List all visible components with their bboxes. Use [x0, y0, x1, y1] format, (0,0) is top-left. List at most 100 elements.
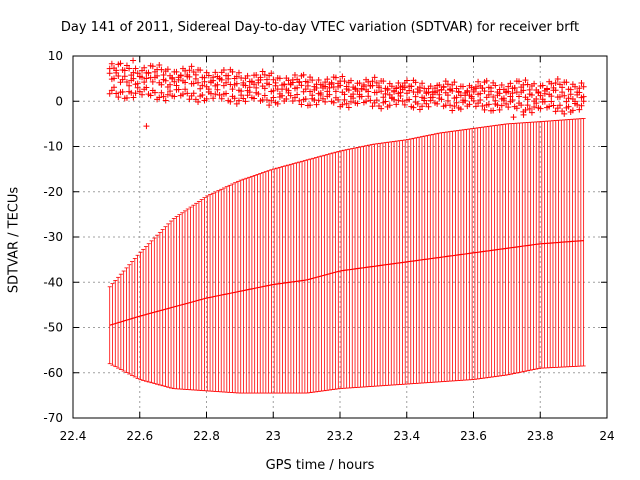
- data-point: [291, 71, 298, 78]
- data-point: [354, 87, 361, 94]
- data-point: [401, 101, 408, 108]
- data-point: [186, 73, 193, 80]
- data-point: [434, 100, 441, 107]
- data-point: [111, 84, 118, 91]
- data-point: [216, 92, 223, 99]
- data-point: [164, 91, 171, 98]
- data-point: [298, 101, 305, 108]
- data-point: [195, 98, 202, 105]
- data-point: [177, 72, 184, 79]
- data-point: [378, 88, 385, 95]
- data-point: [197, 85, 204, 92]
- data-point: [369, 82, 376, 89]
- data-point: [378, 105, 385, 112]
- data-point: [317, 91, 324, 98]
- data-point: [490, 93, 497, 100]
- grid-lines: [73, 56, 607, 418]
- data-point: [384, 86, 391, 93]
- data-point: [182, 67, 189, 74]
- x-tick-label: 22.4: [60, 429, 87, 443]
- data-point: [223, 79, 230, 86]
- data-point: [449, 88, 456, 95]
- data-point: [231, 95, 238, 102]
- data-point: [436, 81, 443, 88]
- data-point: [156, 94, 163, 101]
- data-point: [496, 106, 503, 113]
- data-point: [270, 94, 277, 101]
- data-point: [449, 107, 456, 114]
- data-point: [223, 90, 230, 97]
- y-tick-label: 0: [55, 94, 63, 108]
- data-point: [113, 69, 120, 76]
- data-point: [235, 97, 242, 104]
- data-point: [509, 96, 516, 103]
- data-point: [526, 105, 533, 112]
- data-point: [556, 102, 563, 109]
- data-point: [143, 75, 150, 82]
- data-point: [488, 88, 495, 95]
- data-point: [255, 91, 262, 98]
- data-point: [444, 81, 451, 88]
- data-point: [421, 97, 428, 104]
- data-point: [444, 92, 451, 99]
- data-point: [451, 79, 458, 86]
- data-point: [238, 92, 245, 99]
- data-point: [350, 95, 357, 102]
- data-point: [201, 78, 208, 85]
- data-point: [324, 88, 331, 95]
- data-point: [496, 90, 503, 97]
- data-point: [300, 71, 307, 78]
- data-point: [319, 95, 326, 102]
- data-point: [141, 79, 148, 86]
- data-point: [263, 96, 270, 103]
- data-point: [207, 90, 214, 97]
- data-point: [365, 93, 372, 100]
- data-point: [470, 97, 477, 104]
- data-point: [516, 93, 523, 100]
- data-point: [179, 91, 186, 98]
- data-point: [113, 90, 120, 97]
- data-point: [490, 107, 497, 114]
- data-point: [261, 71, 268, 78]
- data-point: [552, 80, 559, 87]
- data-point: [233, 80, 240, 87]
- data-point: [315, 97, 322, 104]
- data-point: [524, 96, 531, 103]
- data-point: [416, 106, 423, 113]
- data-point: [199, 82, 206, 89]
- data-point: [123, 94, 130, 101]
- data-point: [212, 69, 219, 76]
- data-point: [164, 66, 171, 73]
- x-tick-label: 23: [266, 429, 281, 443]
- data-point: [253, 71, 260, 78]
- x-tick-label: 23.6: [460, 429, 487, 443]
- x-tick-label: 23.2: [327, 429, 354, 443]
- data-point: [313, 84, 320, 91]
- data-point: [481, 88, 488, 95]
- data-point: [326, 91, 333, 98]
- data-point: [358, 93, 365, 100]
- data-point: [460, 83, 467, 90]
- data-point: [369, 103, 376, 110]
- data-point: [576, 106, 583, 113]
- data-point: [291, 94, 298, 101]
- data-point: [210, 95, 217, 102]
- errorbar-series: [107, 118, 586, 394]
- data-point: [475, 78, 482, 85]
- data-point: [447, 102, 454, 109]
- data-point: [578, 80, 585, 87]
- data-point: [505, 88, 512, 95]
- data-point: [419, 103, 426, 110]
- data-point: [139, 74, 146, 81]
- data-point: [186, 67, 193, 74]
- data-point: [130, 94, 137, 101]
- y-tick-label: -40: [43, 275, 63, 289]
- data-point: [373, 89, 380, 96]
- data-point: [248, 78, 255, 85]
- data-point: [457, 106, 464, 113]
- data-point: [173, 68, 180, 75]
- data-point: [483, 77, 490, 84]
- data-point: [108, 60, 115, 67]
- data-point: [115, 72, 122, 79]
